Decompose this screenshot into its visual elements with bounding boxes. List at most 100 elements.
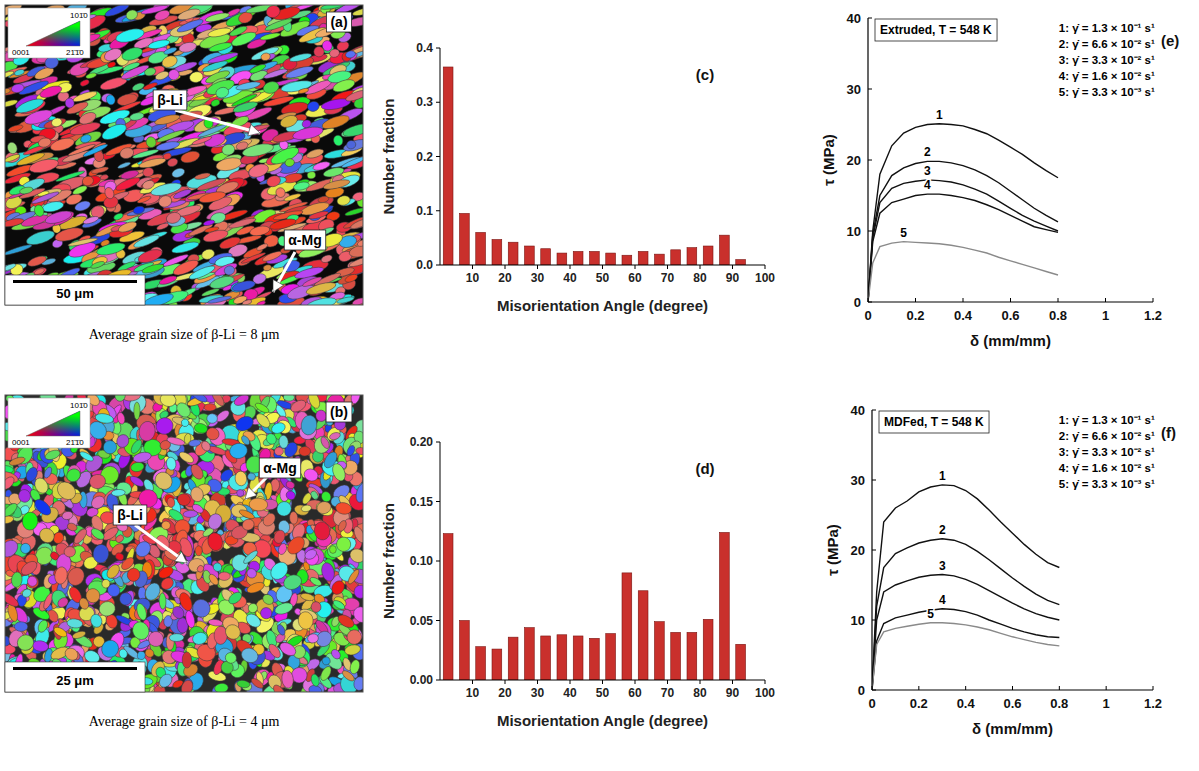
grain	[81, 175, 94, 187]
grain	[203, 219, 215, 227]
grain	[207, 51, 239, 65]
grain	[132, 205, 145, 215]
grain	[208, 41, 233, 54]
ipf-key	[8, 8, 90, 58]
grain	[77, 110, 97, 127]
grain	[104, 5, 131, 19]
grain	[5, 99, 18, 109]
grain	[98, 107, 131, 127]
scale-box	[5, 275, 145, 305]
grain	[350, 217, 363, 230]
grain	[120, 45, 144, 63]
grain	[5, 217, 25, 229]
grain	[269, 217, 297, 231]
text: 0001	[12, 48, 30, 57]
grain	[72, 90, 98, 104]
map-ground	[5, 5, 363, 305]
grain	[33, 204, 45, 218]
grain	[137, 195, 152, 205]
grain	[228, 216, 257, 230]
grain	[279, 113, 299, 129]
grain	[298, 88, 309, 95]
grain	[19, 186, 34, 195]
grain	[269, 144, 301, 167]
grain	[131, 82, 145, 93]
text: β-Li	[157, 92, 183, 108]
grain	[305, 147, 324, 160]
grain	[23, 107, 54, 127]
grain	[154, 70, 170, 82]
grain	[6, 141, 19, 155]
grain	[341, 155, 363, 170]
grain	[67, 143, 96, 157]
grain	[275, 186, 287, 198]
micrograph: 101̄0000121̄1̄0(b)β-Liα-Mg25 μm	[0, 387, 374, 703]
grain-map	[5, 5, 363, 305]
grain	[260, 52, 271, 61]
grain	[320, 254, 333, 265]
arrow-head	[248, 124, 260, 136]
grain	[329, 48, 341, 58]
grain	[167, 68, 180, 81]
grain	[33, 267, 45, 276]
grain	[5, 262, 17, 272]
grain	[5, 88, 11, 95]
grain	[261, 249, 283, 263]
grain	[263, 67, 289, 80]
grain	[125, 8, 139, 21]
grain	[332, 134, 344, 147]
grain	[223, 265, 235, 276]
grain	[37, 137, 52, 149]
grain	[25, 228, 56, 248]
grain	[38, 84, 63, 100]
grain	[55, 169, 85, 183]
grain	[163, 46, 178, 55]
grain	[289, 52, 312, 63]
grain	[321, 113, 351, 132]
map-ground	[5, 395, 363, 692]
grain	[302, 275, 323, 288]
grain	[348, 296, 363, 305]
grain	[54, 225, 85, 243]
grain	[301, 119, 312, 129]
grain	[44, 209, 73, 227]
grain	[306, 100, 320, 112]
grain	[202, 228, 229, 244]
grain	[348, 254, 363, 268]
grain	[79, 79, 90, 88]
grain	[341, 51, 358, 63]
arrow	[175, 110, 260, 133]
grain	[90, 260, 105, 270]
label-box	[153, 90, 187, 110]
grain	[231, 279, 256, 293]
grain	[228, 24, 248, 38]
figure: 101̄0000121̄1̄0(a)β-Liα-Mg50 μmAverage g…	[0, 0, 1199, 771]
grain	[210, 98, 221, 107]
grain	[232, 100, 259, 115]
grain	[132, 148, 159, 160]
grain	[191, 135, 212, 146]
grain	[147, 38, 170, 50]
grain	[259, 32, 280, 42]
grain	[342, 214, 363, 230]
grain	[336, 194, 351, 206]
grain	[171, 257, 200, 278]
grain	[344, 206, 363, 217]
grain	[145, 135, 158, 148]
grain	[215, 86, 230, 100]
grain	[204, 11, 230, 23]
grain	[264, 17, 293, 33]
grain	[256, 242, 269, 251]
grain	[336, 296, 355, 305]
grain	[11, 83, 25, 94]
grain	[14, 69, 25, 77]
grain	[305, 295, 338, 305]
grain	[8, 124, 24, 133]
map-frame	[5, 5, 363, 305]
grain	[189, 71, 204, 84]
grain	[171, 167, 186, 180]
grain	[82, 215, 99, 225]
grain	[215, 156, 243, 173]
grain	[132, 233, 160, 250]
grain	[126, 206, 155, 217]
